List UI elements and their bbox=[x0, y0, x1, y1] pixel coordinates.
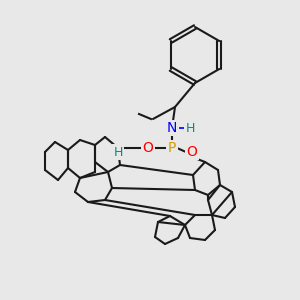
Text: N: N bbox=[167, 121, 177, 135]
Text: H: H bbox=[113, 146, 123, 158]
Text: H: H bbox=[185, 122, 195, 134]
Text: O: O bbox=[142, 141, 153, 155]
Text: P: P bbox=[168, 141, 176, 155]
Text: O: O bbox=[187, 145, 197, 159]
